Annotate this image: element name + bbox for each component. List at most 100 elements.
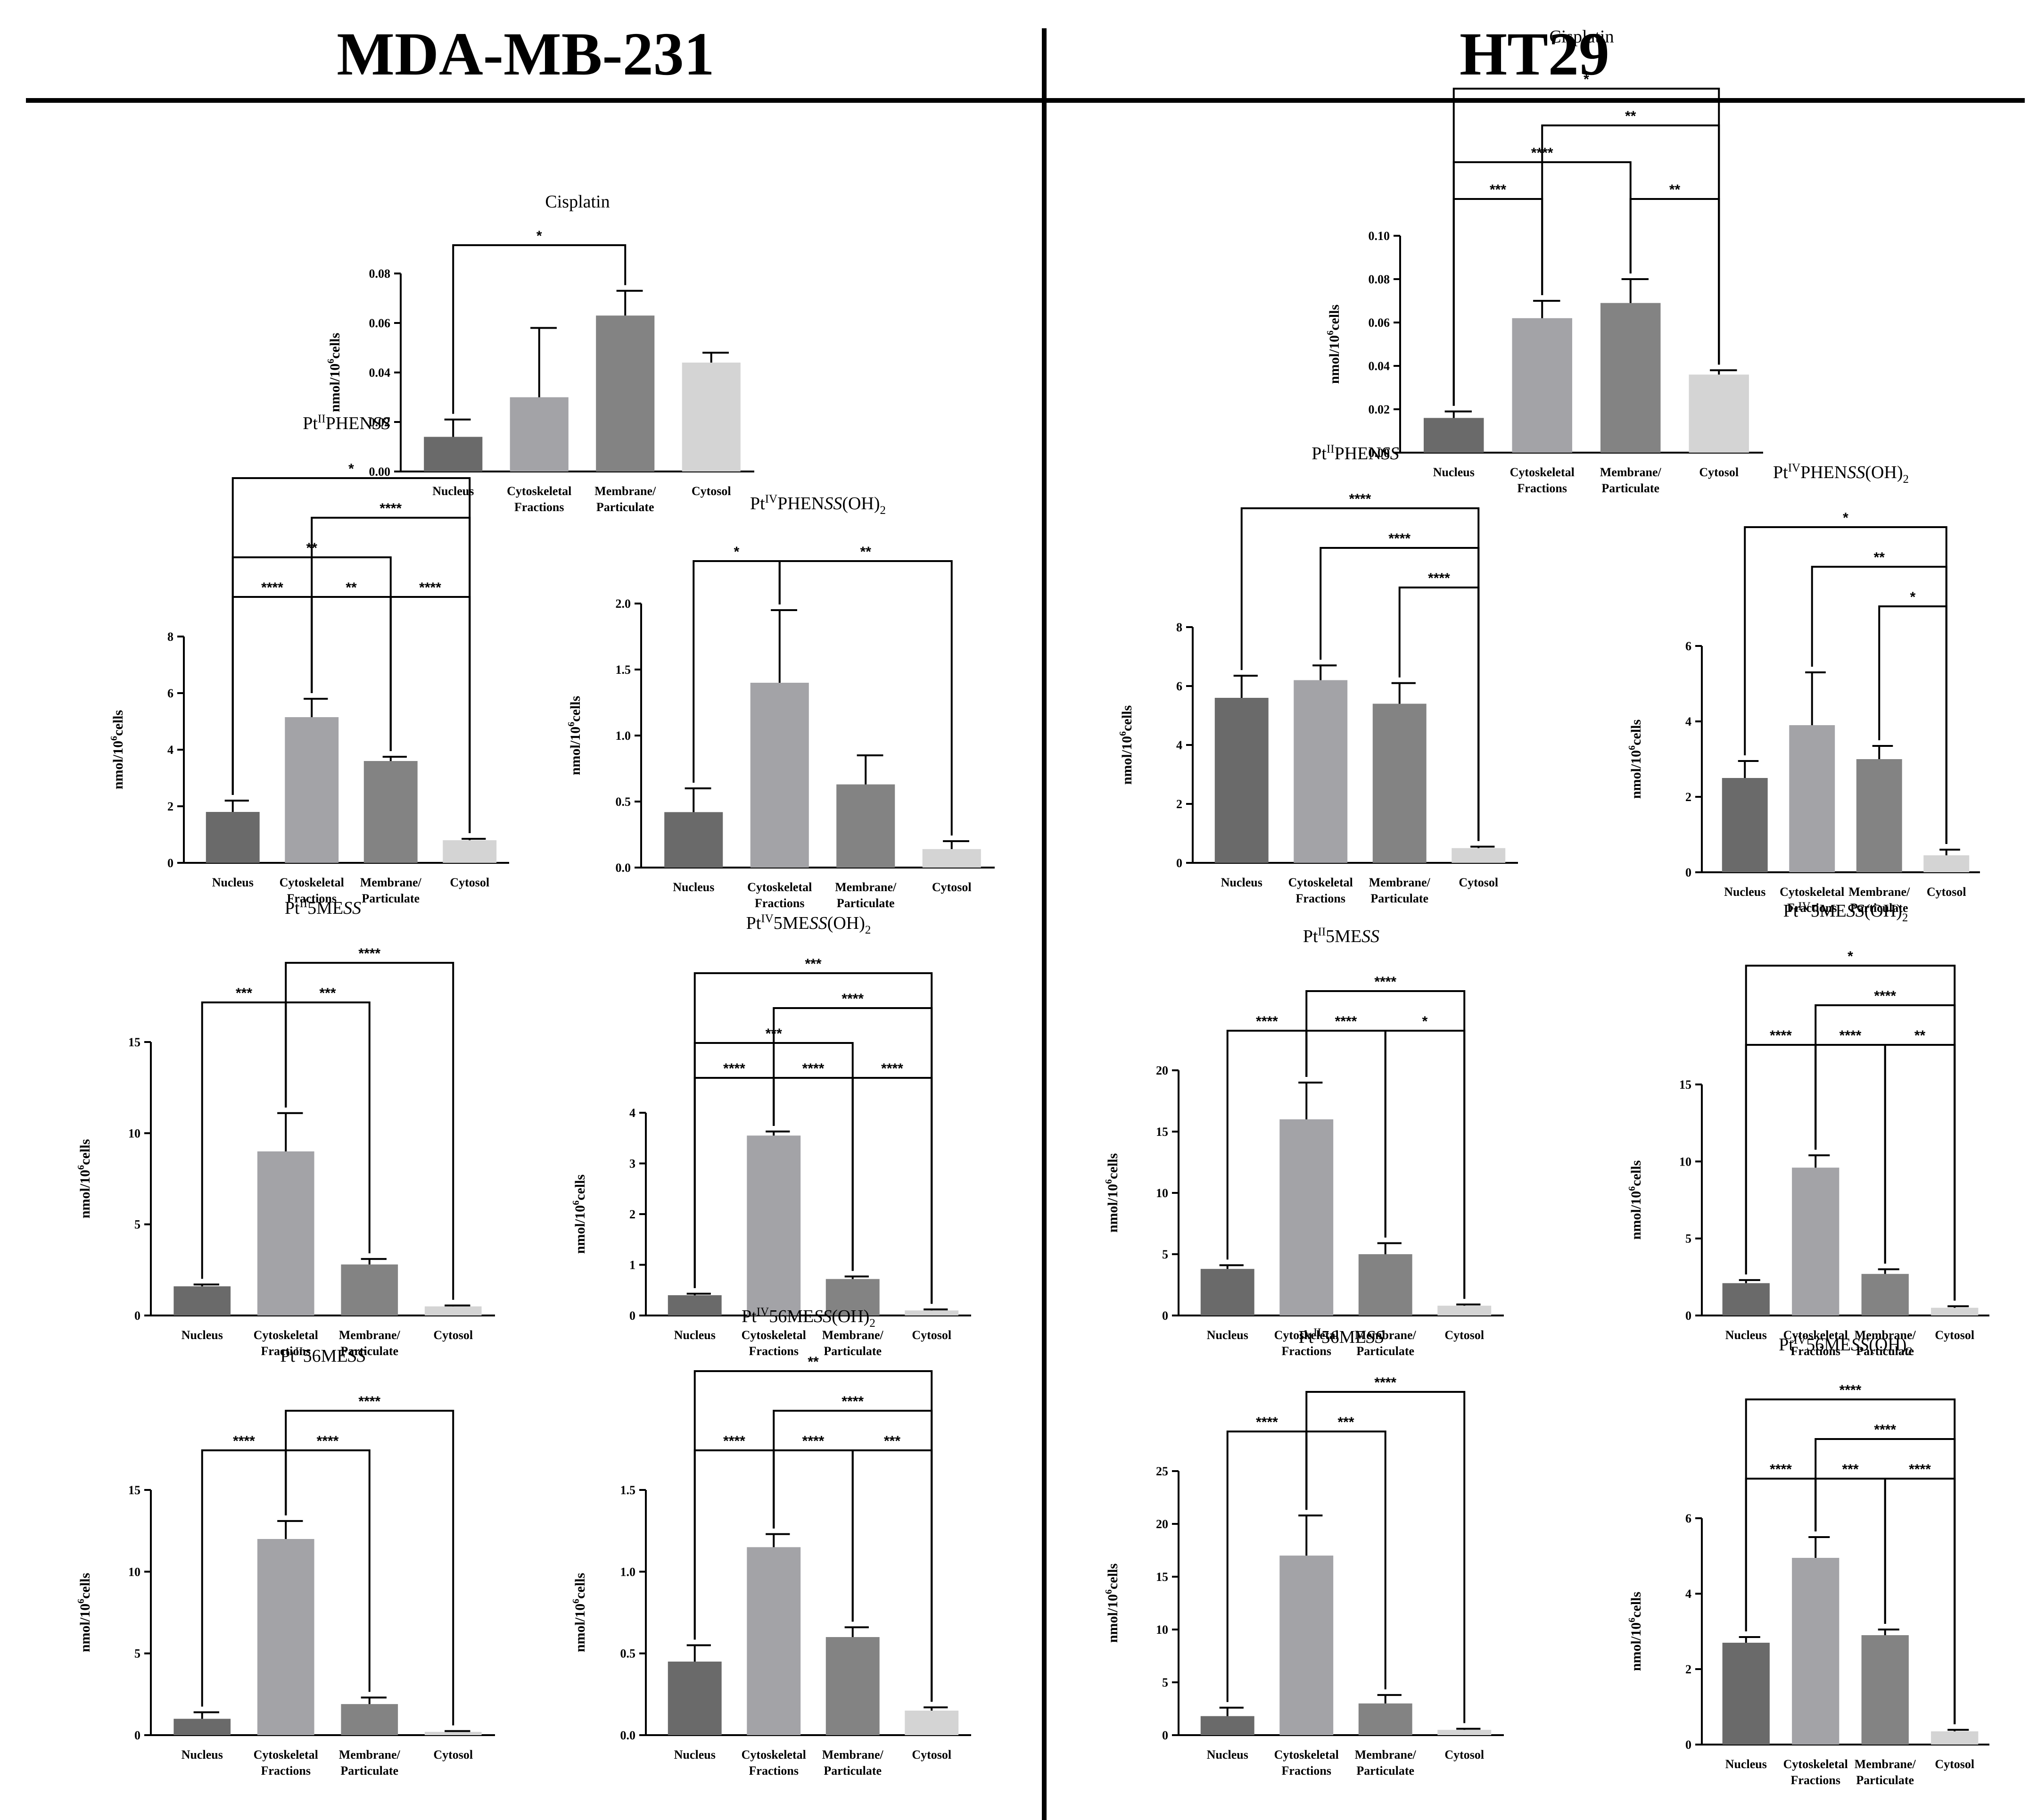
y-axis-label: nmol/106cells (76, 1573, 93, 1652)
bar (668, 1295, 722, 1315)
x-category-label: Nucleus (432, 484, 474, 498)
bar (173, 1286, 231, 1315)
y-tick-label: 0 (1685, 1309, 1691, 1323)
bar (1424, 418, 1484, 453)
svg-text:****: **** (723, 1433, 745, 1449)
error-bar (1377, 1242, 1402, 1254)
svg-text:***: *** (319, 985, 336, 1001)
bar (341, 1704, 398, 1735)
svg-text:****: **** (1770, 1462, 1792, 1477)
svg-text:****: **** (233, 1433, 255, 1449)
chart-mda-pt2phen: PtIIPHENSS 0 2 4 6 8 nmol/106cells Nucleus Cytos… (109, 413, 509, 905)
svg-text:****: **** (841, 1394, 864, 1409)
error-bar (1805, 671, 1826, 725)
svg-text:**: ** (346, 580, 357, 596)
bar (1722, 1643, 1770, 1745)
y-tick-label: 0.04 (1369, 359, 1390, 373)
header-divider (26, 98, 2025, 103)
x-category-label: Nucleus (212, 876, 254, 889)
svg-text:****: **** (358, 1394, 380, 1409)
bar (1792, 1167, 1839, 1315)
svg-text:****: **** (1374, 1375, 1396, 1390)
significance-bracket: **** (1305, 974, 1466, 1299)
x-category-label: Cytoskeletal Fractions (1783, 1757, 1848, 1787)
x-category-label: Nucleus (1207, 1748, 1248, 1762)
bar (1931, 1307, 1979, 1315)
bar (825, 1637, 880, 1735)
svg-text:****: **** (379, 501, 402, 516)
error-bar (1533, 300, 1560, 318)
bar (173, 1719, 231, 1735)
significance-bracket: ** (693, 1354, 933, 1702)
x-category-label: Membrane/Particulate (339, 1748, 401, 1778)
chart-ht29-cisplatin: Cisplatin 0.00 0.02 0.04 0.06 0.08 0.10 nmol/10… (1325, 27, 1763, 495)
chart-title: PtIVPHENSS(OH)2 (1773, 462, 1909, 486)
significance-bracket: **** (285, 1394, 454, 1726)
chart-mda-pt45me: PtIV5MESS(OH)2 0 1 2 3 4 nmol/106cells Nucleus C… (571, 912, 971, 1358)
chart-ht29-pt256me: PtII56MESS 0 5 10 15 20 25 nmol/106cells Nucleus… (1104, 1326, 1504, 1778)
chart-title: PtII5MESS (285, 897, 361, 918)
bar (1279, 1119, 1334, 1315)
error-bar (1456, 1728, 1481, 1730)
y-tick-label: 0.10 (1369, 229, 1390, 243)
error-bar (1878, 1268, 1899, 1274)
y-tick-label: 20 (1156, 1064, 1168, 1077)
x-category-label: Membrane/Particulate (1855, 1328, 1916, 1358)
error-bar (382, 756, 407, 761)
error-bar (530, 327, 557, 397)
x-category-label: Cytoskeletal Fractions (1780, 885, 1844, 915)
error-bar (1710, 369, 1737, 375)
y-tick-label: 10 (1679, 1155, 1691, 1168)
svg-text:****: **** (1374, 974, 1396, 990)
chart-title: PtIIPHENSS (303, 413, 390, 433)
error-bar (924, 1308, 948, 1311)
svg-text:*: * (1584, 72, 1589, 87)
chart-title: PtII5MESS (1303, 926, 1379, 946)
svg-text:****: **** (1909, 1462, 1931, 1477)
significance-bracket: **** (1240, 491, 1480, 841)
y-tick-label: 2 (1685, 790, 1691, 804)
bar (922, 849, 981, 868)
y-tick-label: 6 (167, 687, 173, 700)
y-tick-label: 3 (629, 1157, 635, 1171)
significance-bracket: * (1452, 72, 1720, 406)
significance-bracket: * (1745, 949, 1956, 1301)
significance-bracket: **** (851, 1061, 933, 1304)
error-bar (702, 352, 729, 363)
bar (1279, 1555, 1334, 1735)
y-tick-label: 0.0 (616, 861, 631, 875)
y-tick-label: 5 (1162, 1676, 1168, 1689)
x-category-label: Membrane/Particulate (360, 876, 422, 905)
x-category-label: Cytosol (433, 1748, 473, 1762)
svg-text:***: *** (1337, 1415, 1354, 1430)
x-category-label: Nucleus (1221, 876, 1262, 889)
svg-text:**: ** (808, 1354, 819, 1370)
bar (1358, 1254, 1412, 1315)
chart-title: PtII56MESS (280, 1345, 365, 1366)
svg-text:****: **** (1256, 1014, 1278, 1029)
chart-mda-pt4phen: PtIVPHENSS(OH)2 0.0 0.5 1.0 1.5 2.0 nmol/106ce… (566, 493, 995, 910)
svg-text:****: **** (1256, 1415, 1278, 1430)
significance-bracket: ** (778, 544, 953, 836)
bar (905, 1310, 959, 1315)
svg-text:*: * (1848, 949, 1853, 964)
y-tick-label: 0.08 (1369, 273, 1390, 286)
bar (1437, 1729, 1492, 1735)
y-tick-label: 5 (134, 1218, 140, 1232)
error-bar (1219, 1264, 1244, 1269)
x-category-label: Nucleus (1433, 465, 1475, 479)
x-category-label: Nucleus (1725, 1328, 1767, 1342)
bar (682, 363, 741, 472)
bar (443, 840, 497, 863)
svg-text:****: **** (261, 580, 283, 596)
y-tick-label: 2 (1685, 1663, 1691, 1676)
y-tick-label: 1 (629, 1258, 635, 1272)
bar (750, 683, 809, 868)
bar (1792, 1558, 1839, 1745)
svg-text:*: * (536, 228, 542, 244)
y-tick-label: 5 (1162, 1248, 1168, 1261)
y-tick-label: 0.0 (620, 1729, 636, 1742)
svg-text:**: ** (1625, 108, 1636, 124)
y-tick-label: 15 (128, 1035, 140, 1049)
chart-title: PtIV5MESS(OH)2 (746, 912, 871, 936)
